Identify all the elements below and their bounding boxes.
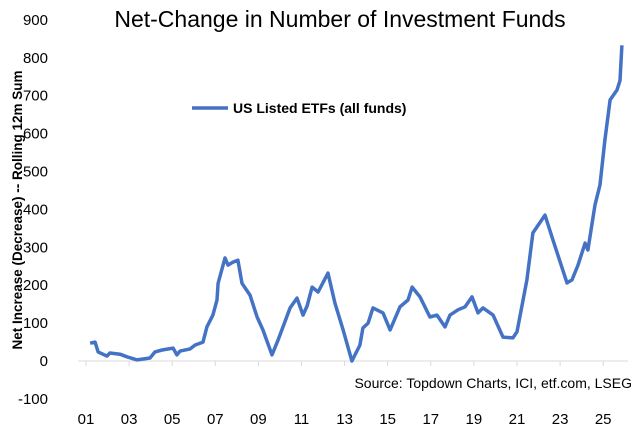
y-tick-label: 200: [23, 277, 48, 294]
y-tick-label: 600: [23, 126, 48, 143]
y-tick-label: 100: [23, 315, 48, 332]
x-tick-label: 11: [294, 411, 310, 428]
legend: US Listed ETFs (all funds): [192, 100, 406, 116]
y-tick-label: 0: [40, 353, 48, 370]
x-tick-label: 21: [509, 411, 526, 428]
x-tick-label: 25: [595, 411, 612, 428]
source-note: Source: Topdown Charts, ICI, etf.com, LS…: [354, 375, 632, 391]
y-tick-labels: -100 0 100 200 300 400 500 600 700 800 900: [18, 12, 48, 408]
x-tick-label: 09: [250, 411, 267, 428]
y-tick-label: 500: [23, 164, 48, 181]
y-tick-label: 400: [23, 201, 48, 218]
chart-title: Net-Change in Number of Investment Funds: [114, 6, 565, 32]
legend-label: US Listed ETFs (all funds): [233, 100, 406, 116]
y-tick-label: 800: [23, 50, 48, 67]
y-tick-label: -100: [18, 391, 48, 408]
x-tick-label: 01: [78, 411, 95, 428]
y-tick-label: 300: [23, 239, 48, 256]
x-axis: 01 03 05 07 09 11 13 15 17 19 21 23 25: [78, 360, 628, 428]
y-tick-label: 900: [23, 12, 48, 29]
x-tick-label: 05: [164, 411, 181, 428]
series-line-us-listed-etfs: [89, 45, 624, 363]
x-tick-label: 15: [379, 411, 396, 428]
x-tick-label: 19: [466, 411, 483, 428]
y-axis-label: Net Increase (Decrease) -- Rolling 12m S…: [10, 70, 25, 349]
x-tick-label: 17: [422, 411, 439, 428]
x-tick-label: 03: [121, 411, 138, 428]
x-tick-label: 13: [336, 411, 353, 428]
x-tick-label: 23: [552, 411, 569, 428]
x-tick-label: 07: [207, 411, 224, 428]
y-tick-label: 700: [23, 88, 48, 105]
